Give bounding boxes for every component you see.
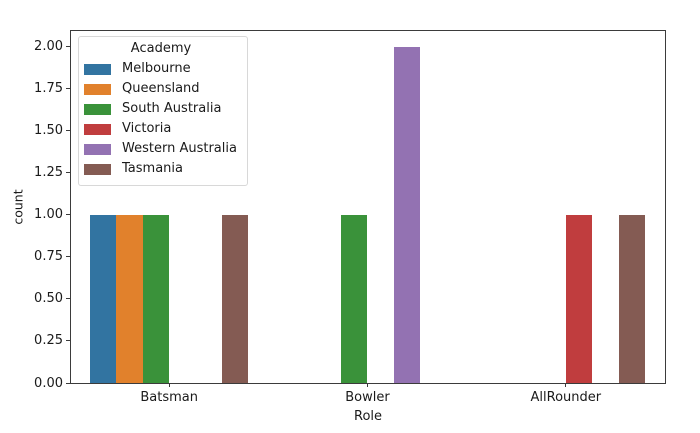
- legend-item-tasmania: Tasmania: [84, 159, 238, 179]
- legend-label: Queensland: [122, 81, 200, 96]
- legend-swatch-icon: [84, 123, 111, 135]
- legend-box: Academy Melbourne Queensland South Austral…: [78, 36, 248, 186]
- y-tick-mark: [66, 256, 70, 258]
- legend-swatch-icon: [84, 83, 111, 95]
- legend-swatch-icon: [84, 103, 111, 115]
- y-tick-mark: [66, 382, 70, 384]
- bar-victoria-allrounder: [565, 214, 593, 383]
- y-tick-label: 1.50: [34, 123, 63, 139]
- x-tick-mark: [565, 383, 567, 387]
- y-tick-label: 0.50: [34, 291, 63, 307]
- x-tick-mark: [168, 383, 170, 387]
- y-tick-label: 2.00: [34, 39, 63, 55]
- y-tick-label: 1.25: [34, 165, 63, 181]
- y-tick-mark: [66, 88, 70, 90]
- y-tick-label: 0.00: [34, 375, 63, 391]
- legend-label: Melbourne: [122, 61, 191, 76]
- x-tick-label: AllRounder: [530, 390, 602, 405]
- y-tick-label: 0.25: [34, 333, 63, 349]
- legend-item-queensland: Queensland: [84, 79, 238, 99]
- legend-item-western-australia: Western Australia: [84, 139, 238, 159]
- y-tick-mark: [66, 214, 70, 216]
- legend-swatch-icon: [84, 163, 111, 175]
- y-tick-mark: [66, 340, 70, 342]
- y-tick-mark: [66, 172, 70, 174]
- bar-tasmania-batsman: [222, 214, 249, 383]
- bar-south-australia-batsman: [142, 214, 170, 383]
- y-tick-label: 0.75: [34, 249, 63, 265]
- legend-item-victoria: Victoria: [84, 119, 238, 139]
- legend-item-melbourne: Melbourne: [84, 59, 238, 79]
- y-tick-mark: [66, 46, 70, 48]
- legend-item-south-australia: South Australia: [84, 99, 238, 119]
- legend-title: Academy: [130, 41, 192, 56]
- bar-tasmania-allrounder: [618, 214, 646, 383]
- legend-label: Western Australia: [122, 141, 237, 156]
- bar-melbourne-batsman: [89, 214, 117, 383]
- y-tick-label: 1.00: [34, 207, 63, 223]
- x-tick-mark: [367, 383, 368, 387]
- y-tick-mark: [66, 130, 70, 132]
- legend-swatch-icon: [84, 143, 111, 155]
- bar-western-australia-bowler: [393, 46, 421, 383]
- y-tick-mark: [66, 298, 70, 300]
- legend-label: Victoria: [122, 121, 172, 136]
- x-tick-label: Batsman: [140, 390, 198, 405]
- x-tick-label: Bowler: [345, 390, 390, 405]
- x-axis-label: Role: [353, 409, 383, 424]
- legend-swatch-icon: [84, 63, 111, 75]
- legend-items: Melbourne Queensland South Australia Victor…: [84, 59, 238, 179]
- legend-label: Tasmania: [122, 161, 183, 176]
- bar-queensland-batsman: [116, 214, 143, 383]
- y-tick-label: 1.75: [34, 81, 63, 97]
- bar-south-australia-bowler: [341, 214, 368, 383]
- legend-label: South Australia: [122, 101, 222, 116]
